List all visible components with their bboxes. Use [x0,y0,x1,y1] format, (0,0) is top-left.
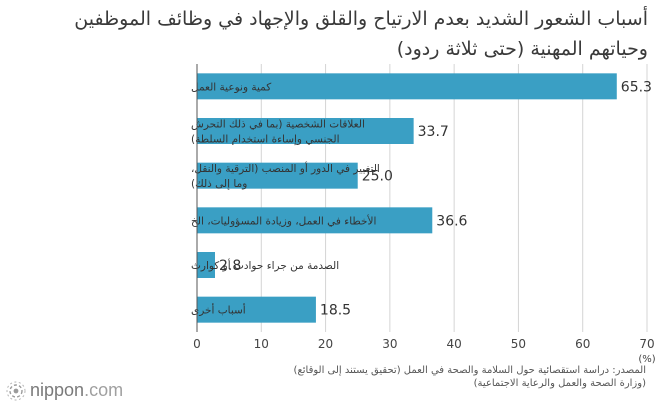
bar [197,118,414,144]
x-tick-label: 30 [382,337,397,351]
source-line-2: (وزارة الصحة والعمل والرعاية الاجتماعية) [473,378,646,389]
x-tick-label: 10 [254,337,269,351]
bar [197,296,316,323]
x-tick-label: 40 [447,337,462,351]
category-label: العلاقات الشخصية (بما في ذلك التحرش [191,119,365,131]
logo-name: nippon [30,380,85,400]
category-label: الأخطاء في العمل، وزيادة المسؤوليات، الخ [191,214,376,227]
category-label: وما إلى ذلك) [191,178,247,190]
x-axis-unit-label: (%) [638,354,655,365]
bar [197,207,433,234]
category-label: كمية ونوعية العمل [191,81,271,93]
x-tick-label: 0 [193,337,201,351]
logo-tld: .com [84,380,124,400]
category-label: التغيير في الدور أو المنصب (الترقية والن… [191,161,380,175]
nippon-logo: nippon .com [6,380,123,401]
category-label: الجنسي وإساءة استخدام السلطة) [191,134,340,146]
bar-value-label: 36.6 [436,213,467,229]
x-tick-label: 70 [639,337,654,351]
category-label: أسباب أخرى [191,303,246,317]
bar-value-label: 25.0 [362,169,393,185]
bar-value-label: 33.7 [418,124,449,140]
category-label: الصدمة من جراء حوادث أو كوارث [191,258,339,272]
bar [197,73,617,100]
chart-title: أسباب الشعور الشديد بعدم الارتياح والقلق… [18,4,648,64]
source-note: المصدر: دراسة استقصائية حول السلامة والص… [294,364,646,390]
x-tick-label: 50 [511,337,526,351]
bar [197,162,358,189]
chart-title-line-1: أسباب الشعور الشديد بعدم الارتياح والقلق… [74,8,648,30]
x-tick-label: 60 [575,337,590,351]
bar-value-label: 2.8 [219,258,241,274]
bar-value-label: 65.3 [621,79,652,95]
nippon-logo-icon [6,381,26,400]
source-line-1: المصدر: دراسة استقصائية حول السلامة والص… [293,365,646,376]
bar-value-label: 18.5 [320,303,351,319]
bar [197,252,215,278]
chart-title-line-2: وحياتهم المهنية (حتى ثلاثة ردود) [396,38,648,60]
x-tick-label: 20 [318,337,333,351]
